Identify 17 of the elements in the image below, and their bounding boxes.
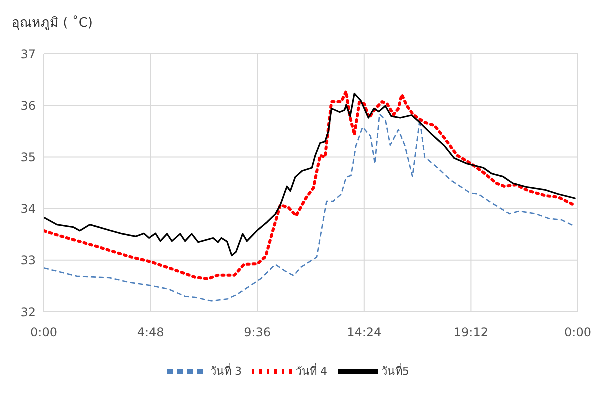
legend-label: วันที่5 [382,365,410,378]
x-tick-label: 9:36 [244,326,272,340]
y-tick-label: 36 [20,98,36,113]
legend-label: วันที่ 3 [210,365,242,378]
x-tick-label: 0:00 [564,326,592,340]
x-tick-label: 4:48 [137,326,164,340]
x-tick-label: 14:24 [347,326,382,340]
y-tick-label: 37 [20,47,36,62]
y-tick-label: 32 [20,305,36,320]
y-tick-label: 33 [20,254,36,268]
y-tick-label: 34 [20,202,36,216]
x-tick-label: 19:12 [454,326,488,340]
y-tick-label: 35 [20,150,36,164]
x-tick-label: 0:00 [30,326,58,340]
y-axis-title: อุณหภูมิ ( ˚C) [12,14,93,33]
legend-label: วันที่ 4 [296,365,328,378]
line-series [44,114,576,302]
